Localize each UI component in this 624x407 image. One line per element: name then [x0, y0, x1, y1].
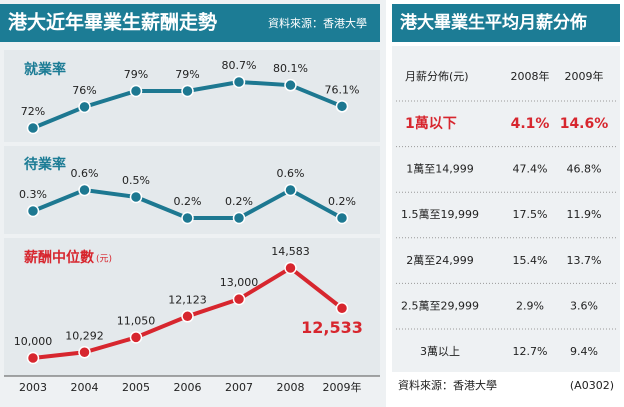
table-cell: 14.6%	[560, 116, 609, 132]
source: 資料來源：香港大學	[268, 16, 367, 30]
table-cell: 2萬至24,999	[406, 254, 474, 267]
title-bar	[0, 4, 380, 42]
x-tick-label: 2004	[71, 381, 99, 394]
table-cell: 3.6%	[570, 299, 598, 312]
table-cell: 46.8%	[567, 163, 602, 176]
marker	[232, 211, 246, 225]
marker	[232, 292, 246, 306]
data-label: 14,583	[271, 245, 310, 258]
data-label: 0.5%	[122, 174, 150, 187]
marker	[129, 84, 143, 98]
x-tick-label: 2008	[277, 381, 305, 394]
data-label: 10,292	[65, 329, 104, 342]
table-header: 月薪分佈(元)	[405, 69, 469, 83]
data-label: 12,533	[301, 318, 363, 337]
table-header: 2008年	[511, 69, 550, 83]
table-cell: 1.5萬至19,999	[401, 208, 479, 221]
data-label: 76.1%	[325, 83, 360, 96]
marker	[129, 331, 143, 344]
table-cell: 1萬以下	[405, 115, 457, 132]
table-bg	[392, 46, 620, 372]
table-cell: 1萬至14,999	[406, 163, 474, 176]
table-title: 港大畢業生平均月薪分佈	[400, 12, 587, 33]
marker	[181, 310, 194, 323]
table-cell: 13.7%	[567, 254, 602, 267]
data-label: 0.6%	[71, 167, 99, 180]
marker	[232, 75, 246, 89]
marker	[78, 100, 91, 114]
x-tick-label: 2007	[225, 381, 253, 394]
table-cell: 9.4%	[570, 345, 598, 358]
data-label: 72%	[21, 105, 45, 118]
chart-title: 薪酬中位數	[24, 249, 94, 266]
data-label: 12,123	[168, 293, 207, 306]
table-cell: 4.1%	[511, 116, 550, 132]
data-label: 10,000	[14, 335, 53, 348]
data-label: 0.2%	[174, 195, 202, 208]
marker	[335, 302, 349, 315]
marker	[26, 351, 40, 365]
table-title-bar	[392, 4, 620, 42]
table-source: 資料來源：香港大學	[398, 378, 497, 392]
x-tick-label: 2006	[174, 381, 202, 394]
table-cell: 2.9%	[516, 299, 544, 312]
marker	[335, 100, 349, 113]
data-label: 0.6%	[277, 167, 305, 180]
chart-title: 待業率	[24, 156, 66, 173]
marker	[284, 261, 297, 275]
data-label: 0.2%	[328, 195, 356, 208]
table-cell: 11.9%	[567, 208, 602, 221]
marker	[284, 183, 297, 197]
table-cell: 3萬以上	[420, 345, 460, 358]
marker	[26, 204, 40, 218]
x-tick-label: 2009年	[323, 380, 362, 394]
marker	[284, 78, 297, 92]
marker	[181, 211, 194, 225]
table-code: (A0302)	[570, 379, 614, 392]
table-header: 2009年	[565, 69, 604, 83]
table-cell: 15.4%	[513, 254, 548, 267]
data-label: 0.2%	[225, 195, 253, 208]
data-label: 79%	[175, 68, 199, 81]
data-label: 76%	[72, 84, 96, 97]
data-label: 0.3%	[19, 188, 47, 201]
table-cell: 12.7%	[513, 345, 548, 358]
marker	[335, 211, 349, 225]
marker	[181, 84, 194, 98]
x-tick-label: 2003	[19, 381, 47, 394]
title: 港大近年畢業生薪酬走勢	[8, 11, 217, 34]
marker	[78, 346, 91, 359]
marker	[129, 190, 143, 204]
data-label: 11,050	[117, 314, 156, 327]
marker	[26, 121, 40, 135]
table-cell: 17.5%	[513, 208, 548, 221]
chart-unit: (元)	[96, 255, 112, 265]
chart-title: 就業率	[24, 61, 66, 78]
data-label: 13,000	[220, 276, 259, 289]
data-label: 80.7%	[222, 59, 257, 72]
x-tick-label: 2005	[122, 381, 150, 394]
marker	[78, 183, 91, 197]
table-cell: 2.5萬至29,999	[401, 299, 479, 312]
table-cell: 47.4%	[513, 163, 548, 176]
data-label: 80.1%	[273, 62, 308, 75]
data-label: 79%	[124, 68, 148, 81]
